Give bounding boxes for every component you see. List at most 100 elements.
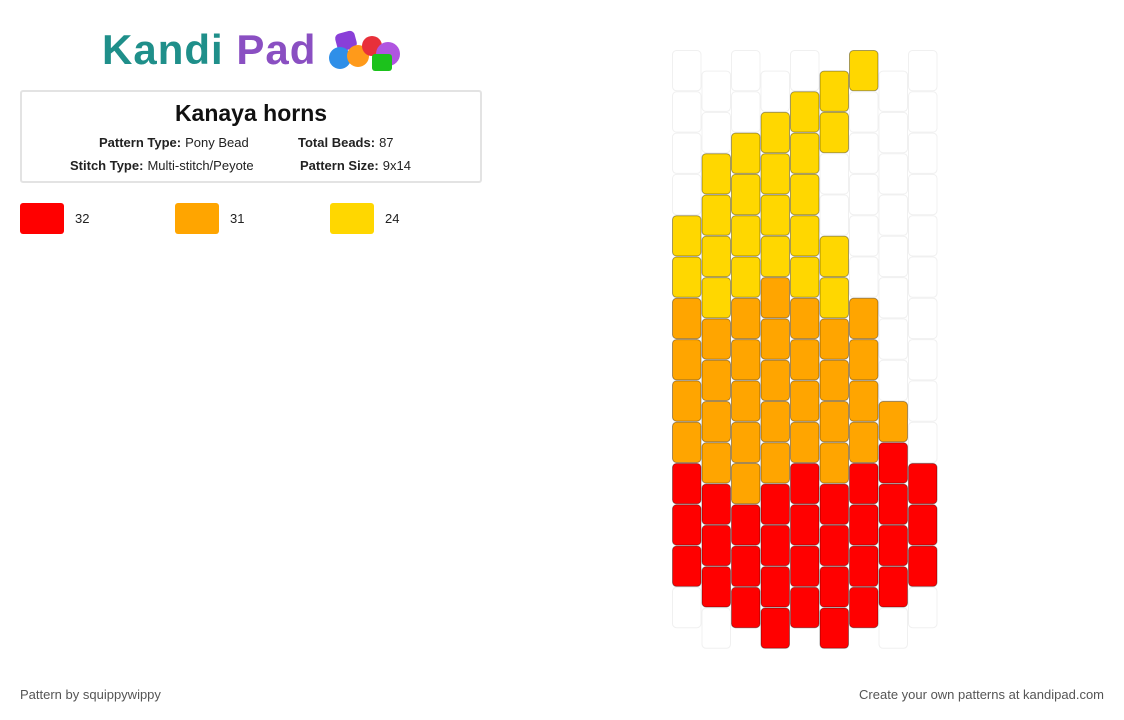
info-value: 9x14 [382,158,411,173]
info-item: Total Beads: 87 [298,135,394,150]
empty-bead [760,70,790,112]
bead [790,132,820,174]
bead [672,297,702,340]
bead [731,297,761,340]
empty-bead [790,50,820,92]
footer-credit: Pattern by squippywippy [20,687,161,702]
info-value: Multi-stitch/Peyote [147,158,254,173]
info-label: Total Beads: [298,135,376,150]
bead [701,153,731,195]
bead [878,483,908,525]
bead [790,91,820,133]
bead [849,586,879,629]
bead [819,566,849,608]
color-swatch [175,203,219,234]
bead [878,442,908,484]
info-label: Pattern Size: [300,158,379,173]
bead [672,215,702,257]
bead [790,339,820,381]
bead [672,256,702,298]
bead [819,111,849,154]
bead [878,401,908,443]
color-swatch [20,203,64,234]
empty-bead [672,91,702,133]
empty-bead [908,91,938,133]
bead [849,380,879,422]
bead [701,401,731,443]
footer-link[interactable]: Create your own patterns at kandipad.com [859,687,1104,702]
bead-pattern [672,50,938,649]
bead [790,173,820,216]
empty-bead [701,111,731,154]
empty-bead [849,91,879,133]
logo-beads [329,30,400,71]
bead [908,463,938,505]
empty-bead [849,173,879,216]
bead [849,50,879,92]
empty-bead [908,173,938,216]
bead [672,545,702,587]
empty-bead [878,70,908,112]
empty-bead [878,359,908,402]
empty-bead [878,318,908,360]
empty-bead [908,215,938,257]
empty-bead [731,91,761,133]
empty-bead [849,256,879,298]
bead [701,483,731,525]
empty-bead [819,153,849,195]
empty-bead [849,215,879,257]
empty-bead [672,132,702,174]
bead [731,380,761,422]
bead [731,256,761,298]
bead [790,297,820,340]
bead [849,339,879,381]
empty-bead [701,70,731,112]
bead [701,566,731,608]
bead [760,442,790,484]
bead [819,318,849,360]
bead [760,359,790,402]
empty-bead [878,277,908,319]
empty-bead [908,380,938,422]
bead [731,421,761,464]
bead [790,504,820,546]
bead [731,339,761,381]
bead [819,607,849,649]
bead [672,463,702,505]
empty-bead [908,297,938,340]
bead [731,215,761,257]
bead [790,256,820,298]
bead [819,483,849,525]
bead [760,483,790,525]
empty-bead [731,50,761,92]
bead [701,442,731,484]
bead [790,586,820,629]
color-swatch [330,203,374,234]
bead [701,359,731,402]
pattern-card: Kanaya horns Pattern Type: Pony Bead Tota… [20,90,482,183]
bead [790,463,820,505]
logo[interactable]: Kandi Pad [102,26,316,74]
empty-bead [672,50,702,92]
bead [701,194,731,236]
bead [819,442,849,484]
bead [731,504,761,546]
bead [908,545,938,587]
empty-bead [878,111,908,154]
empty-bead [908,50,938,92]
empty-bead [878,235,908,278]
bead [672,504,702,546]
bead [731,132,761,174]
color-count: 32 [75,211,90,226]
bead [760,235,790,278]
color-count: 24 [385,211,400,226]
bead [760,318,790,360]
bead [790,215,820,257]
bead [731,586,761,629]
bead [790,421,820,464]
bead [819,70,849,112]
bead [908,504,938,546]
empty-bead [849,132,879,174]
empty-bead [701,607,731,649]
